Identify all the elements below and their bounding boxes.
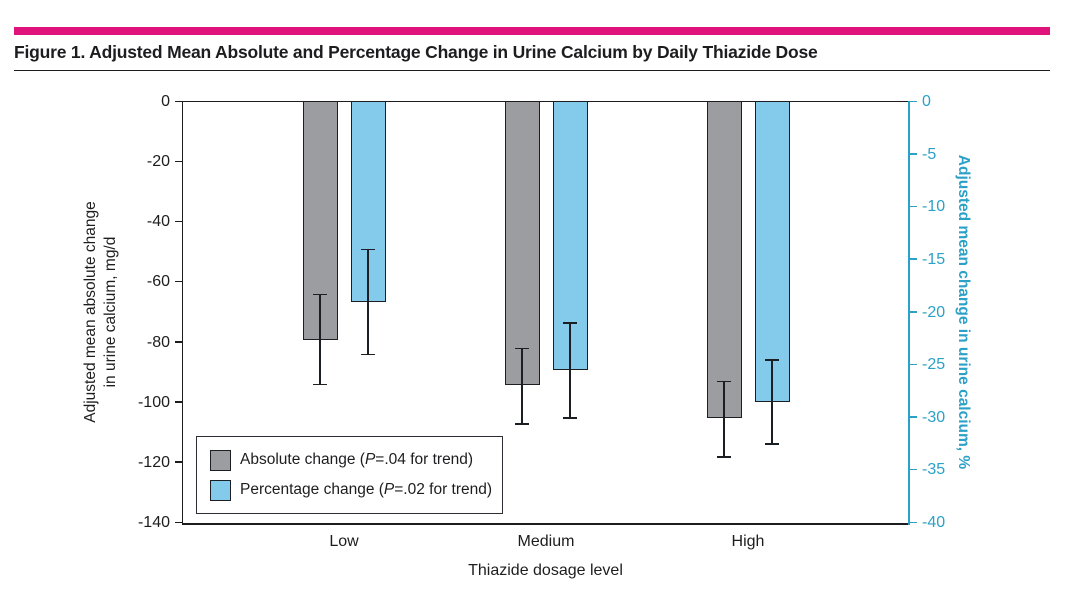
left-axis-tick-label: -140	[137, 514, 170, 531]
right-axis-tick-label: -10	[922, 198, 946, 216]
left-axis-tick-label: -120	[137, 453, 170, 471]
right-axis-tick-label: -15	[922, 250, 946, 268]
right-axis-tick-label: 0	[922, 93, 931, 110]
error-bar-cap-bottom-absolute-low	[313, 383, 327, 386]
left-axis-tick	[174, 160, 182, 163]
right-axis-tick	[909, 311, 917, 313]
right-axis-tick	[909, 258, 917, 260]
legend-label: Absolute change (P=.04 for trend)	[240, 451, 474, 468]
error-bar-percentage-high	[771, 359, 773, 445]
legend-label: Percentage change (P=.02 for trend)	[240, 481, 493, 498]
left-axis-title-line2: in urine calcium, mg/d	[102, 236, 119, 388]
left-axis-tick-label: -60	[146, 273, 170, 291]
right-axis-tick-label: -25	[922, 356, 946, 374]
left-axis-title: Adjusted mean absolute change in urine c…	[81, 201, 121, 422]
left-axis-tick	[174, 401, 182, 403]
right-axis-tick	[909, 205, 917, 208]
left-axis-tick-label: -80	[146, 333, 170, 351]
bar-absolute-medium	[504, 102, 540, 385]
left-axis-tick	[174, 220, 182, 223]
legend-item-absolute: Absolute change (P=.04 for trend)	[210, 449, 502, 471]
left-axis-line	[181, 100, 183, 523]
right-axis-tick-label: -35	[922, 461, 946, 479]
left-axis-tick	[174, 100, 182, 102]
left-axis-tick-label: -100	[137, 393, 170, 411]
error-bar-percentage-low	[367, 249, 369, 355]
error-bar-cap-top-absolute-medium	[515, 347, 529, 350]
right-axis-tick-label: -30	[922, 408, 946, 426]
error-bar-cap-bottom-absolute-medium	[515, 423, 529, 425]
left-axis-tick	[174, 521, 182, 523]
right-axis-tick-label: -20	[922, 303, 946, 321]
legend-swatch-percentage	[210, 479, 231, 501]
right-axis-tick	[909, 468, 917, 471]
accent-bar	[14, 27, 1050, 35]
left-axis-tick	[174, 341, 182, 343]
right-axis-tick-label: -40	[922, 514, 946, 531]
bar-absolute-high	[706, 102, 742, 418]
right-axis-tick	[909, 416, 917, 418]
error-bar-cap-top-percentage-medium	[563, 322, 577, 324]
error-bar-cap-bottom-percentage-medium	[563, 417, 577, 419]
left-axis-tick-label: -20	[146, 153, 170, 171]
bar-percentage-high	[754, 102, 790, 402]
legend-swatch-absolute	[210, 449, 231, 471]
x-tick-label-high: High	[731, 533, 765, 550]
left-axis-tick	[174, 280, 182, 283]
legend-box: Absolute change (P=.04 for trend) Percent…	[196, 436, 503, 514]
right-axis-tick-label: -5	[922, 145, 937, 163]
right-axis-line	[908, 100, 910, 525]
error-bar-absolute-low	[319, 294, 321, 385]
title-divider	[14, 70, 1050, 71]
legend-item-percentage: Percentage change (P=.02 for trend)	[210, 479, 502, 501]
bottom-axis-line	[181, 523, 908, 525]
error-bar-cap-bottom-percentage-high	[765, 443, 779, 445]
error-bar-cap-top-absolute-high	[717, 380, 731, 383]
right-axis-tick	[909, 100, 917, 102]
zero-baseline	[183, 100, 908, 102]
left-axis-tick-label: -40	[146, 213, 170, 231]
error-bar-percentage-medium	[569, 323, 571, 418]
error-bar-absolute-medium	[521, 348, 523, 424]
error-bar-cap-top-percentage-low	[361, 248, 375, 251]
right-axis-tick	[909, 153, 917, 155]
error-bar-cap-top-absolute-low	[313, 293, 327, 296]
error-bar-cap-top-percentage-high	[765, 359, 779, 361]
left-axis-title-line1: Adjusted mean absolute change	[82, 201, 99, 423]
right-axis-tick	[909, 521, 917, 523]
right-axis-tick	[909, 363, 917, 366]
left-axis-tick-label: 0	[161, 93, 170, 110]
x-axis-title: Thiazide dosage level	[468, 562, 623, 579]
x-tick-label-low: Low	[329, 533, 359, 550]
error-bar-absolute-high	[723, 381, 725, 457]
left-axis-tick	[174, 461, 182, 463]
error-bar-cap-bottom-percentage-low	[361, 353, 375, 356]
figure-title: Figure 1. Adjusted Mean Absolute and Per…	[14, 42, 818, 62]
error-bar-cap-bottom-absolute-high	[717, 456, 731, 458]
x-tick-label-medium: Medium	[517, 533, 575, 550]
